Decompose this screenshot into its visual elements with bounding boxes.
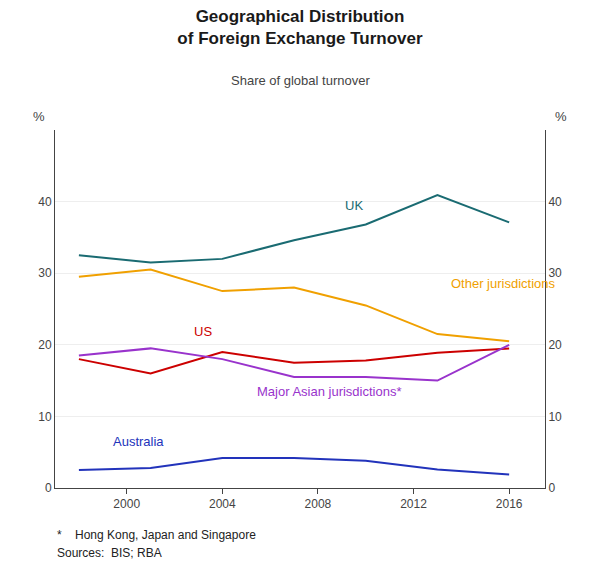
svg-text:30: 30: [38, 266, 52, 280]
svg-text:%: %: [33, 109, 45, 124]
svg-text:2004: 2004: [209, 497, 236, 511]
svg-text:2016: 2016: [496, 497, 523, 511]
svg-text:10: 10: [38, 410, 52, 424]
svg-text:Sources: BIS; RBA: Sources: BIS; RBA: [57, 546, 162, 560]
svg-text:UK: UK: [345, 198, 363, 213]
svg-text:0: 0: [548, 481, 555, 495]
svg-text:30: 30: [548, 266, 562, 280]
svg-text:10: 10: [548, 410, 562, 424]
svg-text:2000: 2000: [113, 497, 140, 511]
svg-text:20: 20: [38, 338, 52, 352]
svg-text:0: 0: [45, 481, 52, 495]
svg-text:Geographical Distributionof Fo: Geographical Distributionof Foreign Exch…: [177, 7, 423, 48]
svg-text:Share of global turnover: Share of global turnover: [231, 73, 370, 88]
svg-text:Other jurisdictions: Other jurisdictions: [451, 276, 556, 291]
svg-text:Major Asian jurisdictions*: Major Asian jurisdictions*: [257, 384, 402, 399]
svg-text:40: 40: [548, 195, 562, 209]
svg-text:2012: 2012: [400, 497, 427, 511]
svg-text:20: 20: [548, 338, 562, 352]
svg-text:Australia: Australia: [113, 434, 164, 449]
svg-text:%: %: [555, 109, 567, 124]
svg-text:2008: 2008: [305, 497, 332, 511]
svg-text:40: 40: [38, 195, 52, 209]
svg-text:* Hong Kong, Japan and Sing: * Hong Kong, Japan and Singapore: [57, 528, 256, 542]
svg-text:US: US: [194, 324, 212, 339]
